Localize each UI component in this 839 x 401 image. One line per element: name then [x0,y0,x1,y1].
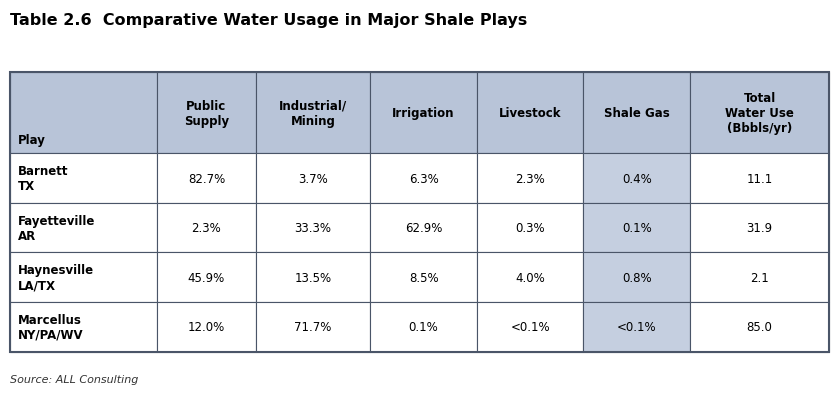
Text: 2.1: 2.1 [750,271,769,284]
Bar [370,154,477,203]
Text: Shale Gas: Shale Gas [604,107,670,120]
Text: 12.0%: 12.0% [188,321,225,334]
Text: 45.9%: 45.9% [188,271,225,284]
Text: 82.7%: 82.7% [188,172,225,185]
Bar [157,302,256,352]
Bar [583,302,690,352]
Text: 6.3%: 6.3% [409,172,439,185]
Bar [256,203,370,253]
Text: 0.1%: 0.1% [409,321,439,334]
Bar [157,154,256,203]
Text: 0.4%: 0.4% [622,172,652,185]
Text: 71.7%: 71.7% [294,321,331,334]
Text: <0.1%: <0.1% [617,321,656,334]
Bar [370,203,477,253]
Text: 0.3%: 0.3% [515,222,545,235]
Text: Play: Play [18,134,46,147]
Bar [583,154,690,203]
Bar [690,203,829,253]
Bar [10,73,157,154]
Bar [370,253,477,302]
Text: Total
Water Use
(Bbbls/yr): Total Water Use (Bbbls/yr) [725,92,794,135]
Bar [10,154,157,203]
Bar [477,154,583,203]
Text: Industrial/
Mining: Industrial/ Mining [279,99,347,128]
Bar [370,73,477,154]
Bar [256,154,370,203]
Bar [690,302,829,352]
Text: <0.1%: <0.1% [510,321,550,334]
Text: Table 2.6  Comparative Water Usage in Major Shale Plays: Table 2.6 Comparative Water Usage in Maj… [10,13,527,28]
Text: 11.1: 11.1 [747,172,773,185]
Bar [256,302,370,352]
Bar [477,302,583,352]
Text: 2.3%: 2.3% [191,222,221,235]
Text: 13.5%: 13.5% [294,271,331,284]
Bar [370,302,477,352]
Text: Marcellus
NY/PA/WV: Marcellus NY/PA/WV [18,313,84,341]
Bar [477,203,583,253]
Bar [477,73,583,154]
Bar [690,73,829,154]
Bar [157,203,256,253]
Bar [256,73,370,154]
Bar [690,253,829,302]
Bar [157,73,256,154]
Text: 3.7%: 3.7% [298,172,328,185]
Text: 2.3%: 2.3% [515,172,545,185]
Text: 0.1%: 0.1% [622,222,652,235]
Text: Barnett
TX: Barnett TX [18,165,69,192]
Text: 4.0%: 4.0% [515,271,545,284]
Bar [10,253,157,302]
Text: Fayetteville
AR: Fayetteville AR [18,214,96,242]
Text: 85.0: 85.0 [747,321,773,334]
Text: 8.5%: 8.5% [409,271,439,284]
Bar [10,302,157,352]
Text: 33.3%: 33.3% [294,222,331,235]
Bar [157,253,256,302]
Bar [256,253,370,302]
Bar [583,203,690,253]
Text: 0.8%: 0.8% [622,271,651,284]
Text: Irrigation: Irrigation [393,107,455,120]
Text: Source: ALL Consulting: Source: ALL Consulting [10,374,138,384]
Bar [583,253,690,302]
Text: 62.9%: 62.9% [405,222,442,235]
Text: Livestock: Livestock [499,107,561,120]
Bar [690,154,829,203]
Bar [10,203,157,253]
Bar [477,253,583,302]
Text: Public
Supply: Public Supply [184,99,229,128]
Bar [583,73,690,154]
Bar [10,73,829,352]
Text: 31.9: 31.9 [747,222,773,235]
Text: Haynesville
LA/TX: Haynesville LA/TX [18,263,94,292]
